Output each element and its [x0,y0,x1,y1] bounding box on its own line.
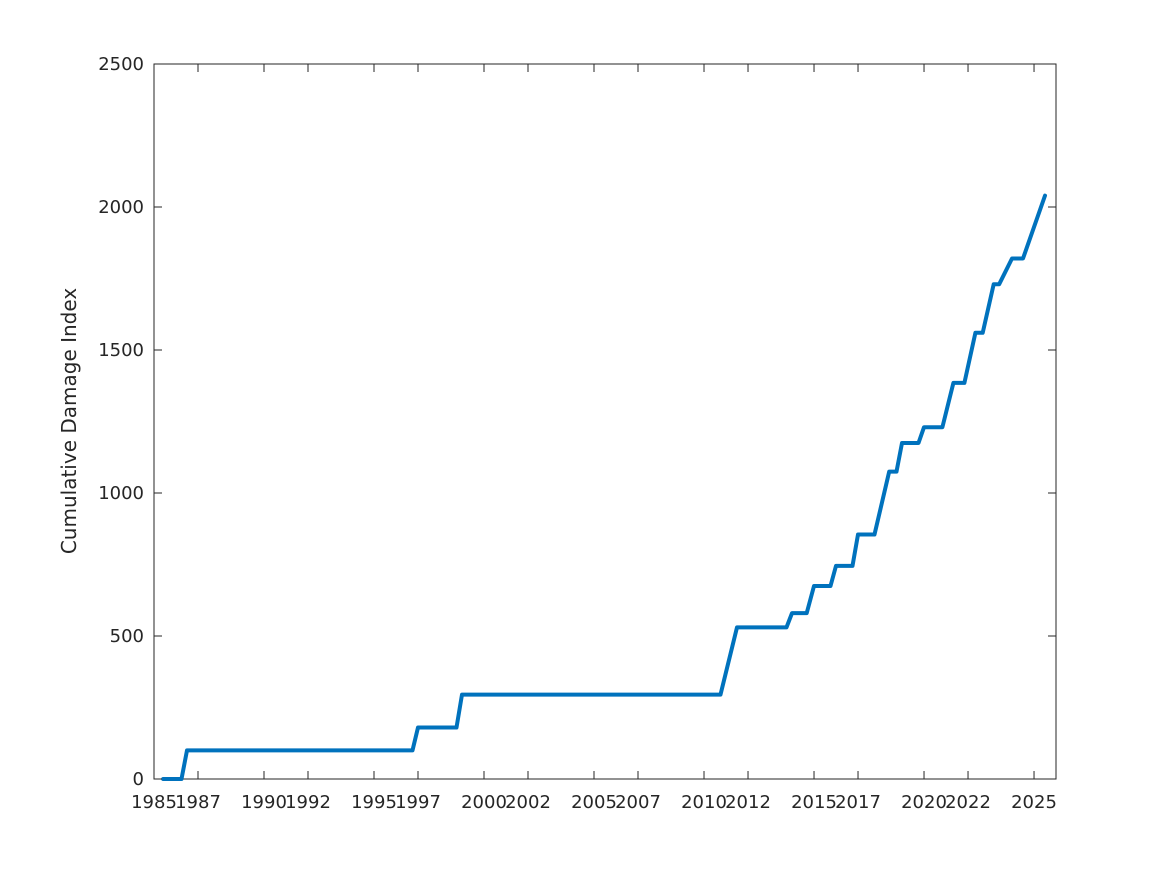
series-layer [161,193,1047,781]
y-tick-label: 0 [133,769,144,790]
x-tick-label: 2020 [901,792,947,813]
plot-area [154,64,1056,779]
x-tick-label: 1995 [351,792,397,813]
x-tick-label: 2000 [461,792,507,813]
y-axis-label: Cumulative Damage Index [57,288,81,554]
x-tick-label: 1992 [285,792,331,813]
y-axis-ticks: 0 500 1000 1500 2000 2500 [98,54,1056,790]
x-tick-label: 2022 [945,792,991,813]
series-line-0 [161,193,1047,781]
axes [153,63,1057,780]
x-tick-label: 2002 [505,792,551,813]
x-tick-label: 2012 [725,792,771,813]
y-tick-label: 2000 [98,197,144,218]
y-tick-label: 1000 [98,483,144,504]
x-tick-label: 2025 [1011,792,1057,813]
x-tick-label: 2005 [571,792,617,813]
x-tick-label: 1990 [241,792,287,813]
axes-box [153,63,1057,780]
x-tick-label: 1997 [395,792,441,813]
x-tick-label: 1985 [131,792,177,813]
y-tick-label: 2500 [98,54,144,75]
x-tick-label: 1987 [175,792,221,813]
y-tick-label: 500 [110,626,144,647]
x-tick-label: 2017 [835,792,881,813]
y-tick-label: 1500 [98,340,144,361]
x-tick-label: 2010 [681,792,727,813]
x-tick-label: 2015 [791,792,837,813]
x-tick-label: 2007 [615,792,661,813]
